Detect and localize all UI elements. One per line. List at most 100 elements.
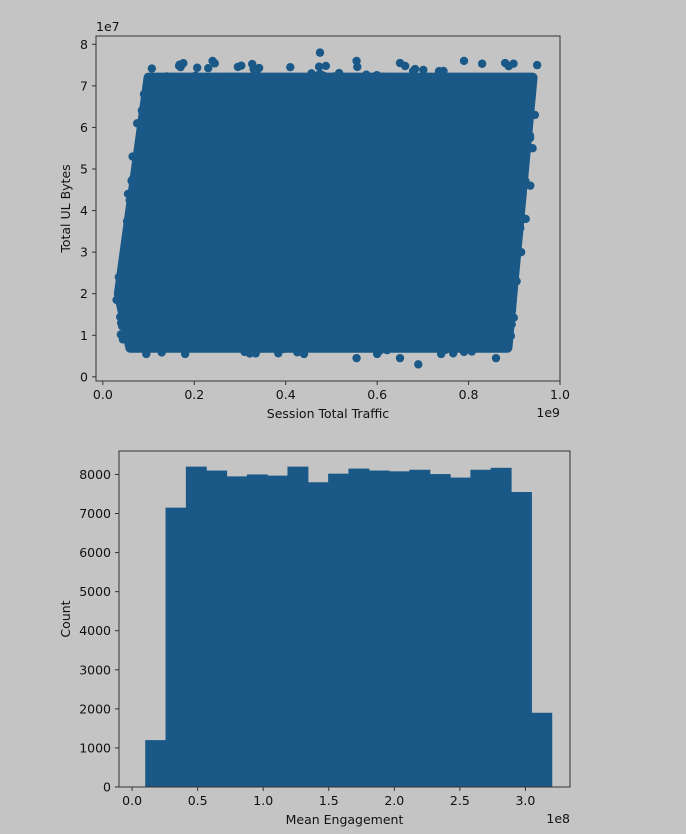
- scatter-point: [133, 245, 142, 255]
- scatter-point: [395, 353, 405, 363]
- scatter-point: [492, 75, 502, 85]
- histogram-x-ticks: 0.0 0.5 1.0 1.5 2.0 2.5 3.0: [122, 787, 535, 808]
- x-tick-label: 0.5: [188, 793, 208, 808]
- scatter-point: [451, 78, 460, 87]
- y-tick-label: 1000: [79, 740, 111, 755]
- histogram-bar: [490, 467, 512, 787]
- y-tick-label: 8000: [79, 467, 111, 482]
- scatter-point: [434, 67, 444, 76]
- scatter-point: [213, 335, 222, 344]
- scatter-point: [419, 65, 428, 75]
- histogram-chart: 0.0 0.5 1.0 1.5 2.0 2.5 3.0 0 1000 2000 3000 4000 5…: [58, 450, 571, 827]
- scatter-point: [319, 71, 328, 81]
- scatter-point: [508, 243, 518, 252]
- scatter-point: [410, 331, 420, 341]
- scatter-point: [414, 360, 423, 369]
- scatter-point: [517, 171, 527, 180]
- scatter-point: [395, 58, 405, 68]
- scatter-point: [233, 62, 243, 72]
- y-tick-label: 3000: [79, 662, 111, 677]
- scatter-point: [208, 81, 217, 91]
- scatter-point: [140, 131, 149, 140]
- scatter-point: [145, 341, 155, 350]
- scatter-point: [286, 62, 295, 72]
- scatter-point: [112, 295, 121, 305]
- scatter-point: [359, 81, 369, 90]
- scatter-point: [467, 347, 477, 356]
- scatter-point: [133, 237, 142, 247]
- scatter-point: [196, 342, 206, 352]
- scatter-point: [514, 229, 524, 238]
- scatter-point: [465, 336, 474, 346]
- scatter-point: [316, 339, 326, 349]
- scatter-point: [124, 272, 134, 282]
- histogram-y-axis-label: Count: [58, 600, 73, 637]
- histogram-bar: [328, 473, 350, 787]
- histogram-bar: [429, 474, 451, 787]
- scatter-point: [142, 116, 151, 126]
- scatter-point: [249, 65, 258, 74]
- scatter-x-offset-label: 1e9: [536, 405, 560, 420]
- scatter-point: [319, 79, 328, 89]
- scatter-point: [132, 119, 142, 128]
- x-tick-label: 0.2: [184, 387, 204, 402]
- histogram-bar: [287, 466, 309, 787]
- scatter-point: [139, 125, 149, 134]
- x-tick-label: 0.8: [459, 387, 479, 402]
- scatter-point: [530, 110, 540, 120]
- scatter-point: [128, 152, 137, 161]
- scatter-point: [208, 56, 217, 66]
- scatter-point: [256, 344, 266, 353]
- scatter-point: [131, 172, 141, 182]
- scatter-point: [525, 131, 535, 140]
- scatter-point: [508, 194, 518, 204]
- scatter-point: [520, 78, 529, 87]
- y-tick-label: 7: [80, 78, 88, 93]
- y-tick-label: 3: [80, 245, 88, 260]
- scatter-point: [204, 64, 213, 73]
- scatter-point: [137, 188, 147, 197]
- scatter-point: [142, 140, 151, 150]
- scatter-point: [490, 338, 499, 347]
- x-tick-label: 3.0: [515, 793, 535, 808]
- scatter-point: [293, 348, 302, 357]
- scatter-point: [511, 255, 520, 264]
- scatter-point: [153, 339, 162, 348]
- scatter-point: [158, 344, 168, 354]
- scatter-point: [502, 289, 512, 299]
- x-tick-label: 0.0: [122, 793, 142, 808]
- scatter-point: [528, 144, 537, 153]
- scatter-point: [303, 327, 312, 336]
- scatter-point: [122, 217, 132, 226]
- scatter-point: [462, 328, 471, 337]
- scatter-point: [449, 349, 458, 358]
- histogram-bar: [531, 712, 553, 787]
- y-tick-label: 6000: [79, 545, 111, 560]
- scatter-point: [192, 63, 202, 72]
- scatter-point: [116, 330, 126, 339]
- scatter-point: [212, 341, 222, 350]
- scatter-chart: 0.0 0.2 0.4 0.6 0.8 1.0 0 1 2 3 4 5 6 7 8 Session Tot…: [58, 19, 570, 421]
- scatter-point: [299, 349, 309, 359]
- scatter-point: [521, 142, 531, 151]
- scatter-point: [146, 87, 156, 97]
- scatter-point: [233, 74, 243, 84]
- scatter-point: [281, 73, 290, 83]
- scatter-point: [372, 349, 382, 359]
- histogram-bar: [409, 469, 431, 787]
- histogram-y-ticks: 0 1000 2000 3000 4000 5000 6000 7000 8000: [79, 467, 119, 795]
- scatter-point: [270, 73, 279, 82]
- scatter-point: [507, 320, 516, 329]
- scatter-point: [241, 329, 251, 338]
- x-tick-label: 1.0: [253, 793, 273, 808]
- scatter-point: [120, 303, 129, 312]
- histogram-bar: [307, 482, 329, 787]
- scatter-point: [254, 328, 263, 337]
- histogram-bar: [165, 507, 187, 787]
- histogram-x-axis-label: Mean Engagement: [286, 812, 404, 827]
- scatter-point: [532, 60, 542, 70]
- scatter-point: [491, 353, 501, 363]
- histogram-bar: [206, 470, 228, 787]
- scatter-point: [274, 349, 283, 358]
- scatter-point: [162, 72, 172, 81]
